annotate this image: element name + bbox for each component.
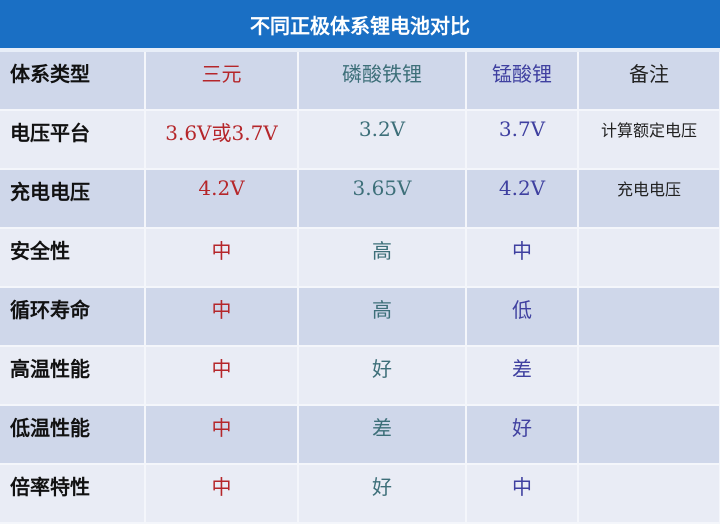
remark-cell: 计算额定电压 [578,110,720,170]
ternary-cell: 中 [145,228,299,288]
column-header: 三元 [145,52,299,111]
lmo-cell: 中 [466,228,579,288]
table-row: 循环寿命中高低 [0,287,720,347]
remark-cell: 充电电压 [578,169,720,229]
column-header: 锰酸锂 [466,52,579,111]
remark-cell [578,287,720,347]
column-header: 磷酸铁锂 [298,52,467,111]
remark-cell [578,228,720,288]
lfp-cell: 3.2V [298,110,467,170]
lfp-cell: 好 [298,464,467,524]
lmo-cell: 差 [466,346,579,406]
remark-cell [578,464,720,524]
lmo-cell: 低 [466,287,579,347]
row-label: 倍率特性 [0,464,146,524]
table-row: 倍率特性中好中 [0,464,720,524]
lfp-cell: 好 [298,346,467,406]
row-label: 电压平台 [0,110,146,170]
table-row: 低温性能中差好 [0,405,720,465]
comparison-table: 体系类型 三元 磷酸铁锂 锰酸锂 备注 电压平台 3.6V或3.7V 3.2V 3.7V 计算额定… [0,52,720,524]
lfp-cell: 高 [298,228,467,288]
table-row: 电压平台 3.6V或3.7V 3.2V 3.7V 计算额定电压 [0,110,720,170]
column-header: 备注 [578,52,720,111]
table-row: 高温性能中好差 [0,346,720,406]
ternary-cell: 中 [145,346,299,406]
remark-cell [578,346,720,406]
ternary-cell: 中 [145,405,299,465]
ternary-cell: 4.2V [145,169,299,229]
lfp-cell: 高 [298,287,467,347]
lmo-cell: 3.7V [466,110,579,170]
header-row: 体系类型 三元 磷酸铁锂 锰酸锂 备注 [0,52,720,111]
ternary-cell: 中 [145,464,299,524]
table-title: 不同正极体系锂电池对比 [0,0,720,52]
ternary-cell: 3.6V或3.7V [145,110,299,170]
lfp-cell: 3.65V [298,169,467,229]
table-row: 安全性中高中 [0,228,720,288]
row-label: 循环寿命 [0,287,146,347]
remark-cell [578,405,720,465]
row-label: 高温性能 [0,346,146,406]
lmo-cell: 4.2V [466,169,579,229]
row-label: 充电电压 [0,169,146,229]
lmo-cell: 好 [466,405,579,465]
lmo-cell: 中 [466,464,579,524]
column-header: 体系类型 [0,52,146,111]
lfp-cell: 差 [298,405,467,465]
row-label: 低温性能 [0,405,146,465]
ternary-cell: 中 [145,287,299,347]
table-row: 充电电压 4.2V 3.65V 4.2V 充电电压 [0,169,720,229]
row-label: 安全性 [0,228,146,288]
